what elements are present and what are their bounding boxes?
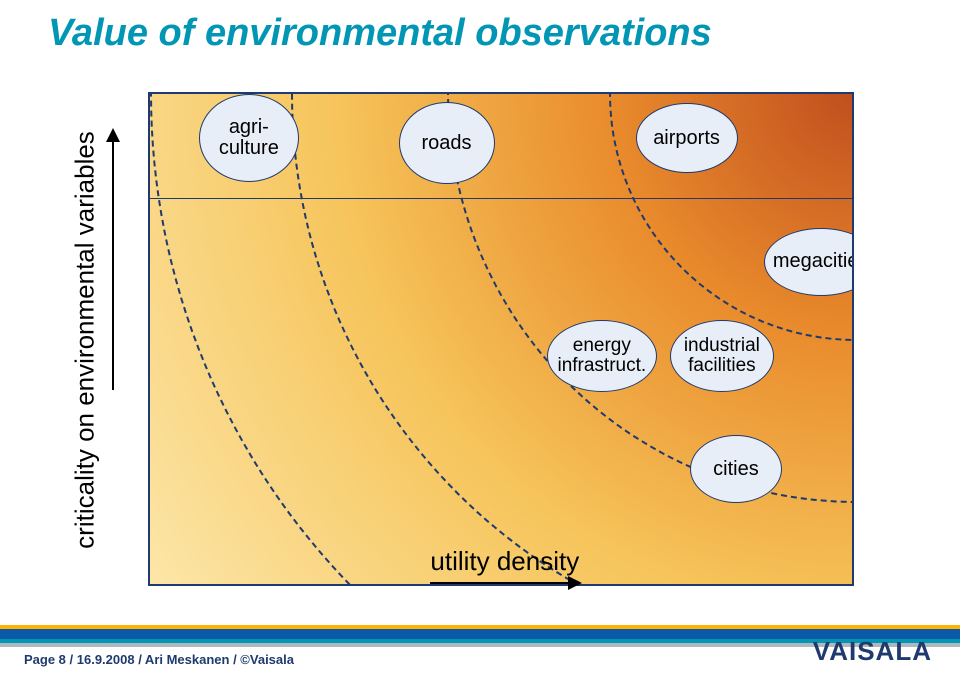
node-cities: cities	[690, 435, 782, 503]
node-airports: airports	[636, 103, 738, 173]
slide: Value of environmental observations crit…	[0, 0, 960, 679]
y-axis-label: criticality on environmental variables	[70, 131, 101, 549]
node-industrial: industrial facilities	[670, 320, 774, 392]
y-axis-arrow-icon	[112, 130, 114, 390]
vaisala-logo: VAISALA	[813, 636, 932, 667]
x-axis-arrow-icon	[430, 582, 580, 584]
node-roads: roads	[399, 102, 495, 184]
node-agriculture: agri- culture	[199, 94, 299, 182]
node-energy: energy infrastruct.	[547, 320, 657, 392]
page-title: Value of environmental observations	[48, 12, 712, 55]
chart-area: agri- cultureroadsairportsmegacitiesener…	[148, 92, 854, 586]
y-axis-label-wrap: criticality on environmental variables	[70, 100, 100, 580]
footer-text: Page 8 / 16.9.2008 / Ari Meskanen / ©Vai…	[24, 652, 294, 667]
x-axis-label: utility density	[430, 546, 579, 577]
